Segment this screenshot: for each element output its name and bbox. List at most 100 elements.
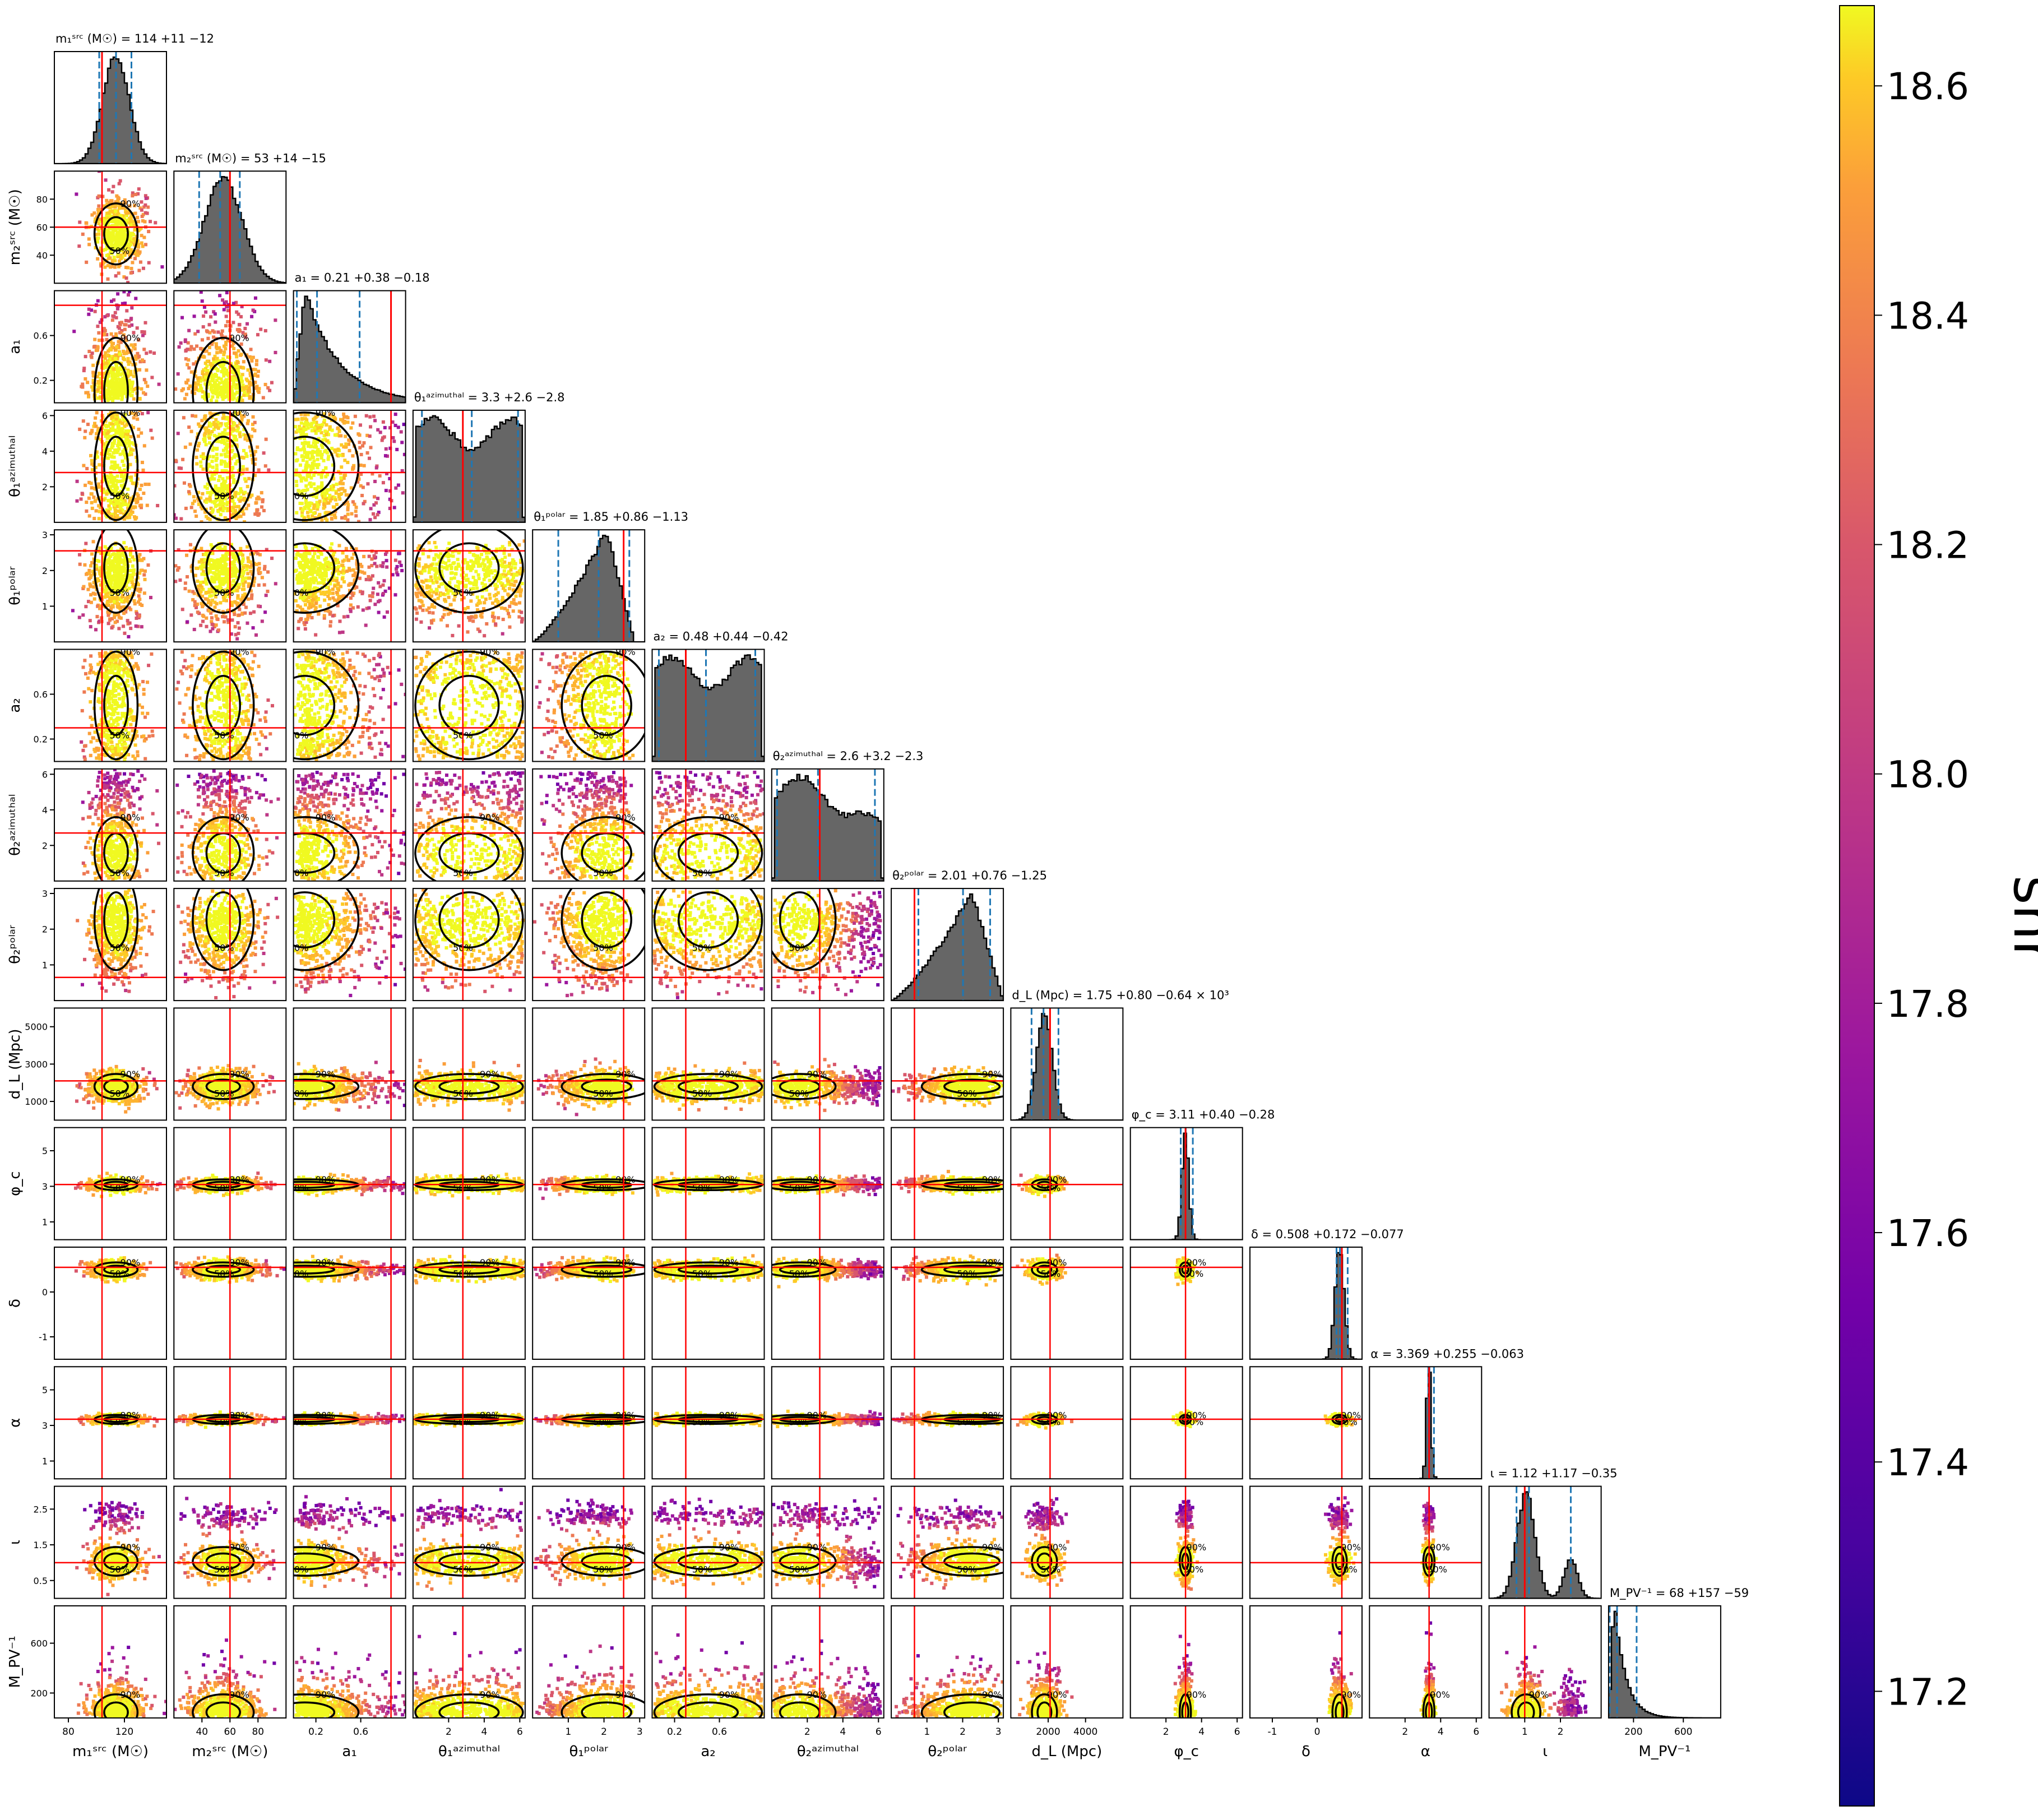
- contour-label-90: 90%: [807, 1542, 827, 1553]
- scatter-panel-dL-iota: 50%90%: [1010, 1485, 1124, 1599]
- scatter-panel-m2src-phic: 50%90%: [173, 1127, 287, 1240]
- contour-50: [205, 674, 241, 737]
- contour-label-90: 90%: [807, 1069, 827, 1080]
- x-tick-label: 2: [804, 1726, 810, 1738]
- contour-label-90: 90%: [121, 1174, 141, 1185]
- scatter-panel-a2-dL: 50% 90%: [651, 1007, 765, 1121]
- contour-50: [438, 542, 500, 594]
- contour-label-50: 50%: [453, 1717, 473, 1728]
- y-tick-label: 1: [42, 1456, 48, 1467]
- contour-label-90: 90%: [121, 812, 141, 823]
- x-tick-label: 200: [1624, 1726, 1642, 1738]
- x-tick-label: 120: [115, 1726, 133, 1738]
- contour-50: [103, 891, 129, 949]
- panel-frame: [412, 1127, 526, 1240]
- contour-label-50: 50%: [957, 1183, 977, 1193]
- contour-50: [103, 436, 129, 497]
- contour-90: [93, 411, 139, 521]
- contour-90: [561, 888, 645, 971]
- panel-frame: [293, 649, 406, 762]
- x-tick-label: 2: [601, 1726, 607, 1738]
- scatter-panel-th2pol-alpha: 50% 90%: [891, 1366, 1004, 1480]
- x-tick-label: 4: [840, 1726, 846, 1738]
- contour-label-90: 90%: [1047, 1542, 1067, 1553]
- scatter-panel-th1pol-iota: 50%90%: [532, 1485, 646, 1599]
- scatter-panel-m2src-th2az: 50% 90%: [173, 768, 287, 882]
- scatter-panel-m2src-th1pol: 50%90%: [173, 529, 287, 643]
- contour-90: [293, 816, 360, 881]
- y-tick-label: 2: [42, 566, 48, 576]
- contour-90: [414, 1546, 524, 1577]
- scatter-panel-a1-phic: 50% 90%: [293, 1127, 406, 1240]
- contour-label-90: 90%: [121, 1542, 141, 1553]
- contour-label-50: 50%: [289, 730, 309, 740]
- contour-label-90: 90%: [719, 812, 739, 823]
- contour-90: [192, 816, 255, 881]
- scatter-panel-m1src-phic: 50%90% 1 3 5 φ_c: [7, 1127, 167, 1240]
- contour-50: [293, 891, 336, 949]
- scatter-panel-a1-alpha: 50% 90%: [293, 1366, 406, 1480]
- contour-90: [414, 1073, 524, 1100]
- contour-label-90: 90%: [1529, 1689, 1549, 1700]
- contour-label-50: 50%: [214, 868, 234, 878]
- contour-90: [920, 1693, 1004, 1718]
- panel-title-a1: a₁ = 0.21 +0.38 −0.18: [295, 271, 430, 285]
- scatter-panel-phic-alpha: 50%90%: [1129, 1366, 1243, 1480]
- y-axis-label-th2az: θ₂ᵃᶻⁱᵐᵘᵗʰᵃˡ: [7, 794, 24, 856]
- scatter-panel-th2az-delta: 50%90%: [771, 1247, 884, 1360]
- y-tick-label: 4: [42, 805, 48, 816]
- scatter-panel-phic-iota: 50% 90%: [1129, 1485, 1243, 1599]
- contour-50: [293, 1078, 336, 1095]
- scatter-panel-a1-th1pol: 50%90%: [293, 529, 406, 643]
- contour-label-90: 90%: [229, 1542, 249, 1553]
- scatter-panel-th1az-iota: 50%90%: [412, 1485, 526, 1599]
- scatter-panel-th1az-th2pol: 50%90%: [412, 888, 526, 1002]
- x-tick-label: -1: [1268, 1726, 1277, 1738]
- scatter-panel-m2src-th1az: 50% 90%: [173, 409, 287, 523]
- panel-frame: [651, 1127, 765, 1240]
- colorbar-tick-label: 18.6: [1887, 65, 1969, 108]
- panel-frame: [532, 1366, 646, 1480]
- x-tick-label: 60: [224, 1726, 236, 1738]
- contour-90: [192, 336, 255, 403]
- contour-label-90: 90%: [121, 1069, 141, 1080]
- histogram-bars-alpha: [1369, 1372, 1482, 1479]
- histogram-bars-delta: [1250, 1252, 1362, 1359]
- scatter-panel-a2-th2az: 50% 90%: [651, 768, 765, 882]
- contour-label-50: 50%: [789, 942, 809, 953]
- panel-frame: [1010, 1485, 1124, 1599]
- contour-50: [103, 1552, 129, 1571]
- y-tick-label: 3: [42, 1181, 48, 1192]
- x-tick-label: 0: [1314, 1726, 1321, 1738]
- contour-label-90: 90%: [807, 1689, 827, 1700]
- contour-label-90: 90%: [316, 812, 336, 823]
- panel-frame: [651, 1605, 765, 1719]
- panel-frame: [532, 768, 646, 882]
- contour-50: [438, 1552, 500, 1571]
- colorbar-gradient: [1839, 5, 1875, 1807]
- contour-label-50: 50%: [109, 868, 129, 878]
- panel-frame: [1129, 1366, 1243, 1480]
- contour-label-90: 90%: [121, 1410, 141, 1420]
- panel-frame: [412, 649, 526, 762]
- contour-50: [677, 1701, 739, 1718]
- contour-label-90: 90%: [316, 1689, 336, 1700]
- contour-90: [771, 888, 837, 971]
- contour-label-90: 90%: [1047, 1257, 1067, 1268]
- panel-frame: [1249, 1366, 1363, 1480]
- contour-90: [93, 1693, 139, 1718]
- contour-label-90: 90%: [480, 1410, 500, 1420]
- contour-90: [653, 1073, 763, 1100]
- panel-frame: [293, 768, 406, 882]
- panel-frame: [1010, 1247, 1124, 1360]
- colorbar: 17.2 17.4 17.6 17.8 18.0 18.2 18.4 18.6 snr: [1839, 5, 2038, 1807]
- panel-title-m1src: m₁ˢʳᶜ (M☉) = 114 +11 −12: [55, 32, 214, 45]
- y-tick-label: -1: [39, 1332, 48, 1342]
- panel-frame: [891, 1605, 1004, 1719]
- scatter-panel-m1src-m2src: 50% 90% 40 60 80 m₂ˢʳᶜ (M☉): [7, 170, 167, 284]
- contour-50: [205, 436, 241, 497]
- panel-frame: [1488, 1485, 1602, 1599]
- panel-frame: [532, 1007, 646, 1121]
- panel-frame: [532, 1605, 646, 1719]
